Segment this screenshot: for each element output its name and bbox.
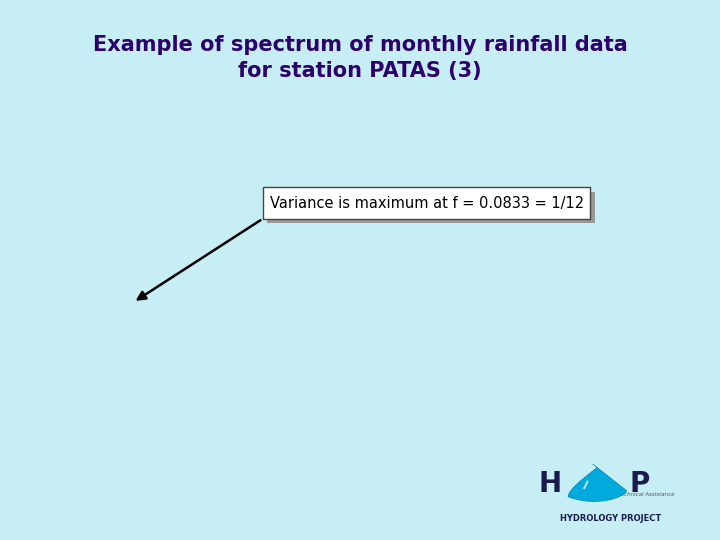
PathPatch shape (0, 468, 626, 540)
FancyBboxPatch shape (267, 192, 595, 223)
Text: Example of spectrum of monthly rainfall data
for station PATAS (3): Example of spectrum of monthly rainfall … (93, 35, 627, 80)
Text: Technical Assistance: Technical Assistance (618, 492, 674, 497)
FancyBboxPatch shape (263, 187, 590, 219)
Text: Variance is maximum at f = 0.0833 = 1/12: Variance is maximum at f = 0.0833 = 1/12 (269, 195, 584, 211)
Text: P: P (629, 470, 649, 498)
Text: HYDROLOGY PROJECT: HYDROLOGY PROJECT (559, 514, 661, 523)
Text: H: H (539, 470, 562, 498)
